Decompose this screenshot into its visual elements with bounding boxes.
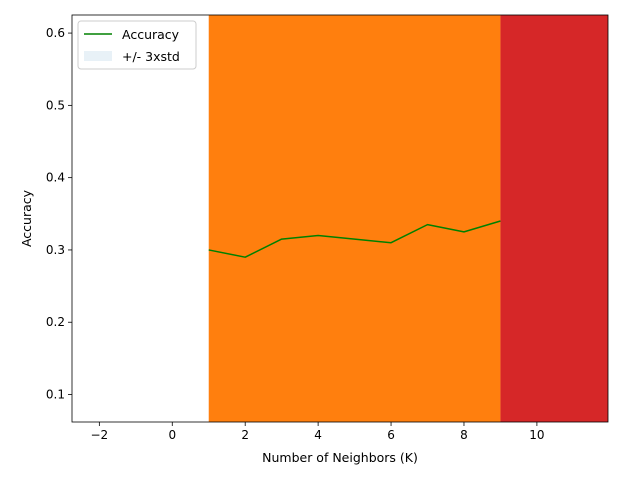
plot-frame bbox=[71, 14, 609, 423]
x-tick-label: 8 bbox=[460, 428, 468, 442]
legend: Accuracy +/- 3xstd bbox=[77, 20, 197, 70]
y-tick-label: 0.3 bbox=[46, 243, 65, 257]
x-tick-label: 10 bbox=[529, 428, 544, 442]
y-tick-label: 0.1 bbox=[46, 388, 65, 402]
series-lines bbox=[208, 220, 501, 258]
y-tick-label: 0.2 bbox=[46, 315, 65, 329]
y-axis-label: Accuracy bbox=[19, 189, 34, 247]
y-tick-label: 0.6 bbox=[46, 26, 65, 40]
series-line-0 bbox=[208, 220, 501, 258]
x-tick-label: 2 bbox=[241, 428, 249, 442]
legend-box bbox=[77, 20, 197, 70]
legend-label-accuracy: Accuracy bbox=[122, 27, 180, 42]
legend-label-band: +/- 3xstd bbox=[122, 49, 180, 64]
x-axis-label: Number of Neighbors (K) bbox=[262, 450, 418, 465]
span-1 bbox=[500, 15, 608, 422]
y-tick-label: 0.4 bbox=[46, 171, 65, 185]
axes-frame bbox=[71, 14, 609, 423]
x-tick-label: 4 bbox=[314, 428, 322, 442]
highlight-spans bbox=[208, 15, 608, 422]
x-tick-label: 6 bbox=[387, 428, 395, 442]
y-tick-label: 0.5 bbox=[46, 98, 65, 112]
legend-swatch-band bbox=[84, 51, 112, 61]
x-axis-ticks: −2 0 2 4 6 8 10 bbox=[90, 422, 545, 442]
y-axis-ticks: 0.1 0.2 0.3 0.4 0.5 0.6 bbox=[46, 26, 72, 402]
span-0 bbox=[208, 15, 501, 422]
x-tick-label: 0 bbox=[168, 428, 176, 442]
x-tick-label: −2 bbox=[90, 428, 108, 442]
